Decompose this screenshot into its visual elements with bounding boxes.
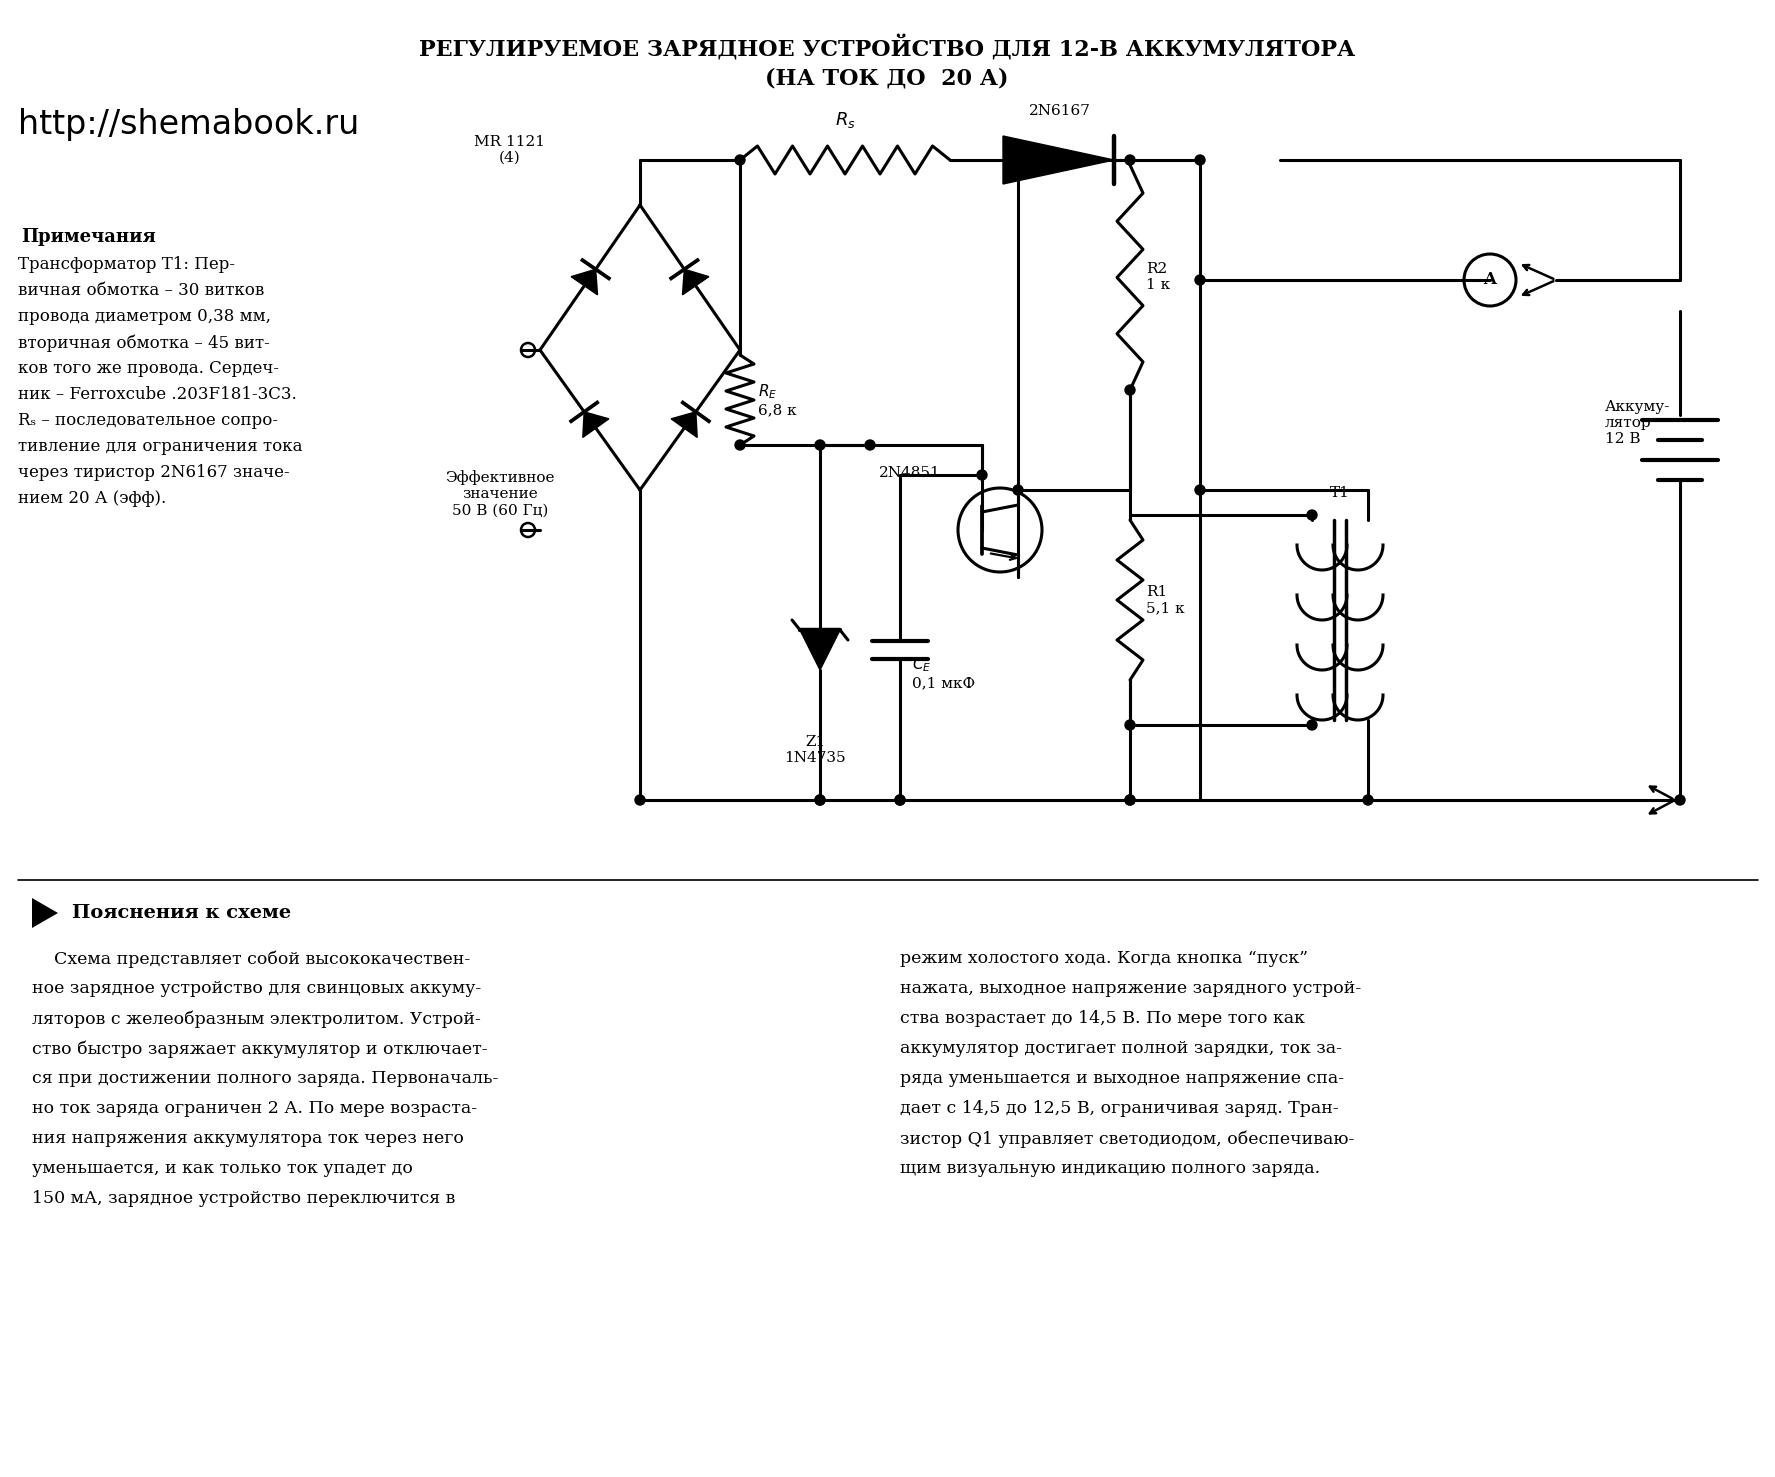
Text: Z1
1N4735: Z1 1N4735 [785,736,847,765]
Circle shape [1363,795,1374,805]
Text: http://shemabook.ru: http://shemabook.ru [18,108,359,140]
Text: зистор Q1 управляет светодиодом, обеспечиваю-: зистор Q1 управляет светодиодом, обеспеч… [900,1130,1354,1148]
Text: MR 1121
(4): MR 1121 (4) [474,134,545,165]
Polygon shape [683,269,708,295]
Text: ния напряжения аккумулятора ток через него: ния напряжения аккумулятора ток через не… [32,1130,463,1148]
Circle shape [1195,484,1205,495]
Circle shape [1195,275,1205,285]
Text: тивление для ограничения тока: тивление для ограничения тока [18,439,302,455]
Text: ляторов с желеобразным электролитом. Устрой-: ляторов с желеобразным электролитом. Уст… [32,1010,481,1028]
Text: (НА ТОК ДО  20 А): (НА ТОК ДО 20 А) [765,66,1008,89]
Circle shape [1014,484,1022,495]
Circle shape [1306,510,1317,520]
Circle shape [635,795,644,805]
Text: ное зарядное устройство для свинцовых аккуму-: ное зарядное устройство для свинцовых ак… [32,981,481,997]
Text: A: A [1484,272,1496,288]
Circle shape [815,795,825,805]
Text: Примечания: Примечания [21,227,156,247]
Circle shape [1125,795,1134,805]
Text: Аккуму-
лятор
12 В: Аккуму- лятор 12 В [1605,400,1670,446]
Circle shape [895,795,905,805]
Text: нием 20 А (эфф).: нием 20 А (эфф). [18,490,167,507]
Circle shape [1125,719,1134,730]
Text: 150 мА, зарядное устройство переключится в: 150 мА, зарядное устройство переключится… [32,1190,456,1207]
Circle shape [1014,155,1022,165]
Text: через тиристор 2N6167 значе-: через тиристор 2N6167 значе- [18,464,289,482]
Text: РЕГУЛИРУЕМОЕ ЗАРЯДНОЕ УСТРОЙСТВО ДЛЯ 12-В АККУМУЛЯТОРА: РЕГУЛИРУЕМОЕ ЗАРЯДНОЕ УСТРОЙСТВО ДЛЯ 12-… [419,35,1354,61]
Polygon shape [582,412,609,437]
Circle shape [735,440,745,450]
Text: ник – Ferroxcube .203F181-3C3.: ник – Ferroxcube .203F181-3C3. [18,385,296,403]
Circle shape [735,155,745,165]
Text: но ток заряда ограничен 2 А. По мере возраста-: но ток заряда ограничен 2 А. По мере воз… [32,1100,477,1117]
Polygon shape [572,269,598,295]
Polygon shape [32,898,59,928]
Circle shape [1676,795,1684,805]
Text: R1
5,1 к: R1 5,1 к [1147,585,1184,614]
Circle shape [815,795,825,805]
Circle shape [895,795,905,805]
Text: $R_E$
6,8 к: $R_E$ 6,8 к [758,383,797,418]
Text: 2N6167: 2N6167 [1030,103,1092,118]
Text: $C_E$
0,1 мкФ: $C_E$ 0,1 мкФ [912,654,974,690]
Text: щим визуальную индикацию полного заряда.: щим визуальную индикацию полного заряда. [900,1159,1321,1177]
Text: дает с 14,5 до 12,5 В, ограничивая заряд. Тран-: дает с 14,5 до 12,5 В, ограничивая заряд… [900,1100,1338,1117]
Text: Rₛ – последовательное сопро-: Rₛ – последовательное сопро- [18,412,279,428]
Circle shape [1306,719,1317,730]
Circle shape [864,440,875,450]
Text: ся при достижении полного заряда. Первоначаль-: ся при достижении полного заряда. Первон… [32,1069,499,1087]
Text: ства возрастает до 14,5 В. По мере того как: ства возрастает до 14,5 В. По мере того … [900,1010,1305,1027]
Text: вторичная обмотка – 45 вит-: вторичная обмотка – 45 вит- [18,334,270,352]
Text: уменьшается, и как только ток упадет до: уменьшается, и как только ток упадет до [32,1159,414,1177]
Circle shape [976,470,987,480]
Text: R2
1 к: R2 1 к [1147,261,1170,292]
Text: T1: T1 [1329,486,1351,501]
Text: 2N4851: 2N4851 [879,467,941,480]
Text: Трансформатор Т1: Пер-: Трансформатор Т1: Пер- [18,256,234,273]
Text: ство быстро заряжает аккумулятор и отключает-: ство быстро заряжает аккумулятор и отклю… [32,1040,488,1058]
Text: Схема представляет собой высококачествен-: Схема представляет собой высококачествен… [32,950,470,967]
Text: режим холостого хода. Когда кнопка “пуск”: режим холостого хода. Когда кнопка “пуск… [900,950,1308,967]
Circle shape [1125,385,1134,394]
Text: вичная обмотка – 30 витков: вичная обмотка – 30 витков [18,282,264,298]
Text: провода диаметром 0,38 мм,: провода диаметром 0,38 мм, [18,309,272,325]
Text: ков того же провода. Сердеч-: ков того же провода. Сердеч- [18,360,279,377]
Circle shape [1195,155,1205,165]
Text: Эффективное
значение
50 В (60 Гц): Эффективное значение 50 В (60 Гц) [446,470,556,517]
Text: Пояснения к схеме: Пояснения к схеме [73,904,291,922]
Circle shape [815,440,825,450]
Text: $R_s$: $R_s$ [834,109,856,130]
Polygon shape [1003,136,1115,185]
Circle shape [1125,155,1134,165]
Text: нажата, выходное напряжение зарядного устрой-: нажата, выходное напряжение зарядного ус… [900,981,1361,997]
Polygon shape [671,412,698,437]
Text: ряда уменьшается и выходное напряжение спа-: ряда уменьшается и выходное напряжение с… [900,1069,1344,1087]
Text: аккумулятор достигает полной зарядки, ток за-: аккумулятор достигает полной зарядки, то… [900,1040,1342,1058]
Polygon shape [801,631,840,671]
Circle shape [1125,795,1134,805]
